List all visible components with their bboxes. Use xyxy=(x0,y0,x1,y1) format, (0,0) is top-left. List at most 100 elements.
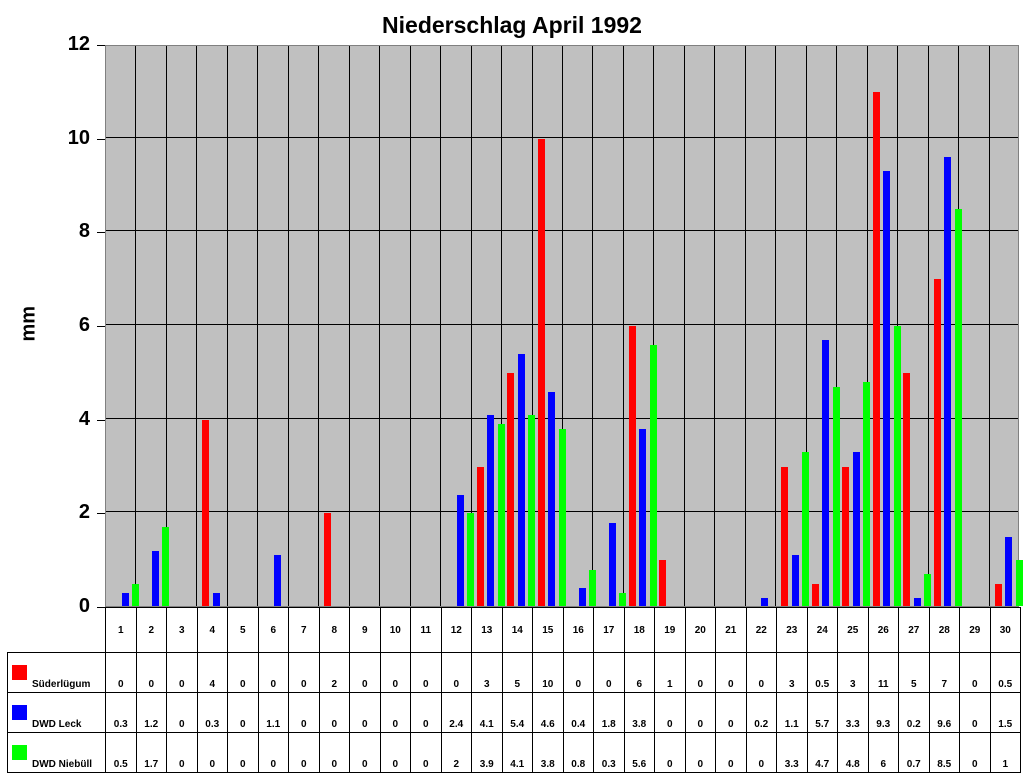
legend-swatch xyxy=(12,705,27,720)
table-cell: 0 xyxy=(410,732,442,773)
legend-entry: DWD Niebüll xyxy=(7,732,106,773)
bar xyxy=(852,452,860,606)
table-cell: 1.1 xyxy=(776,692,808,733)
bar xyxy=(954,208,962,606)
y-tick-mark xyxy=(97,138,105,140)
bar xyxy=(872,91,880,606)
table-cell: 2 xyxy=(440,732,472,773)
legend-label: DWD Niebüll xyxy=(32,759,92,770)
table-cell: 3 xyxy=(776,652,808,693)
bar xyxy=(497,424,505,606)
bar xyxy=(802,452,810,606)
table-cell: 0 xyxy=(593,652,625,693)
table-cell: 0 xyxy=(105,652,137,693)
bar xyxy=(528,414,536,606)
gridline-vertical xyxy=(622,46,624,606)
x-tick-label: 20 xyxy=(684,607,716,653)
gridline-vertical xyxy=(379,46,381,606)
y-tick-label: 8 xyxy=(78,220,90,243)
table-cell: 0 xyxy=(227,732,259,773)
table-cell: 0 xyxy=(562,652,594,693)
y-tick-mark xyxy=(97,513,105,515)
bar xyxy=(832,386,840,606)
table-cell: 1.7 xyxy=(135,732,167,773)
table-cell: 3 xyxy=(471,652,503,693)
table-cell: 0 xyxy=(257,732,289,773)
x-tick-label: 30 xyxy=(989,607,1021,653)
y-axis-label: mm xyxy=(17,305,40,342)
table-cell: 0 xyxy=(684,732,716,773)
x-tick-label: 18 xyxy=(623,607,655,653)
table-cell: 0 xyxy=(410,652,442,693)
table-cell: 0.2 xyxy=(898,692,930,733)
bar xyxy=(548,391,556,606)
table-cell: 0 xyxy=(379,732,411,773)
table-cell: 0.4 xyxy=(562,692,594,733)
y-tick-label: 2 xyxy=(78,501,90,524)
gridline-vertical xyxy=(683,46,685,606)
table-cell: 0 xyxy=(288,652,320,693)
table-row: DWD Leck 0.3 1.2 0 0.3 0 1.1 0 0 0 0 0 2.4 4.1 5.4 4.6 0… xyxy=(7,692,1021,733)
table-cell: 9.6 xyxy=(928,692,960,733)
y-tick-label: 6 xyxy=(78,314,90,336)
x-tick-label: 8 xyxy=(318,607,350,653)
y-tick-mark xyxy=(97,45,105,46)
bar xyxy=(903,372,911,606)
table-cell: 1.5 xyxy=(989,692,1021,733)
table-cell: 0 xyxy=(745,652,777,693)
table-cell: 0.3 xyxy=(196,692,228,733)
legend-swatch xyxy=(12,665,27,680)
table-cell: 3 xyxy=(837,652,869,693)
x-tick-label: 29 xyxy=(959,607,991,653)
table-cell: 10 xyxy=(532,652,564,693)
bar xyxy=(608,522,616,606)
table-cell: 1.2 xyxy=(135,692,167,733)
x-tick-label: 16 xyxy=(562,607,594,653)
gridline-vertical xyxy=(988,46,990,606)
table-cell: 3.3 xyxy=(837,692,869,733)
bar xyxy=(791,555,799,606)
bar xyxy=(558,429,566,606)
table-cell: 0.5 xyxy=(105,732,137,773)
gridline-vertical xyxy=(440,46,442,606)
x-tick-label: 7 xyxy=(288,607,320,653)
bar xyxy=(507,372,515,606)
table-cell: 0 xyxy=(684,692,716,733)
plot-area xyxy=(105,45,1023,607)
gridline-vertical xyxy=(318,46,320,606)
bar xyxy=(619,592,627,606)
bar xyxy=(994,583,1002,606)
bar xyxy=(842,466,850,606)
x-tick-label: 9 xyxy=(349,607,381,653)
x-tick-label: 13 xyxy=(471,607,503,653)
table-corner xyxy=(7,607,106,653)
x-tick-label: 28 xyxy=(928,607,960,653)
legend-label: DWD Leck xyxy=(32,719,82,730)
bar xyxy=(639,429,647,606)
bar xyxy=(628,326,636,606)
bar xyxy=(537,138,545,606)
table-cell: 0 xyxy=(257,652,289,693)
table-cell: 5 xyxy=(501,652,533,693)
x-tick-label: 5 xyxy=(227,607,259,653)
table-cell: 6 xyxy=(623,652,655,693)
table-cell: 0 xyxy=(959,692,991,733)
table-cell: 4.8 xyxy=(837,732,869,773)
bar xyxy=(212,592,220,606)
table-cell: 1 xyxy=(989,732,1021,773)
gridline-vertical xyxy=(836,46,838,606)
bar xyxy=(487,414,495,606)
x-tick-label: 27 xyxy=(898,607,930,653)
bar xyxy=(944,157,952,606)
table-cell: 0 xyxy=(135,652,167,693)
table-cell: 0 xyxy=(349,692,381,733)
table-cell: 2.4 xyxy=(440,692,472,733)
legend-swatch xyxy=(12,745,27,760)
y-tick-mark xyxy=(97,326,105,327)
legend-label: Süderlügum xyxy=(32,679,91,690)
gridline-vertical xyxy=(470,46,472,606)
bar xyxy=(589,569,596,606)
table-cell: 4.6 xyxy=(532,692,564,733)
table-cell: 11 xyxy=(867,652,899,693)
gridline-vertical xyxy=(775,46,777,606)
